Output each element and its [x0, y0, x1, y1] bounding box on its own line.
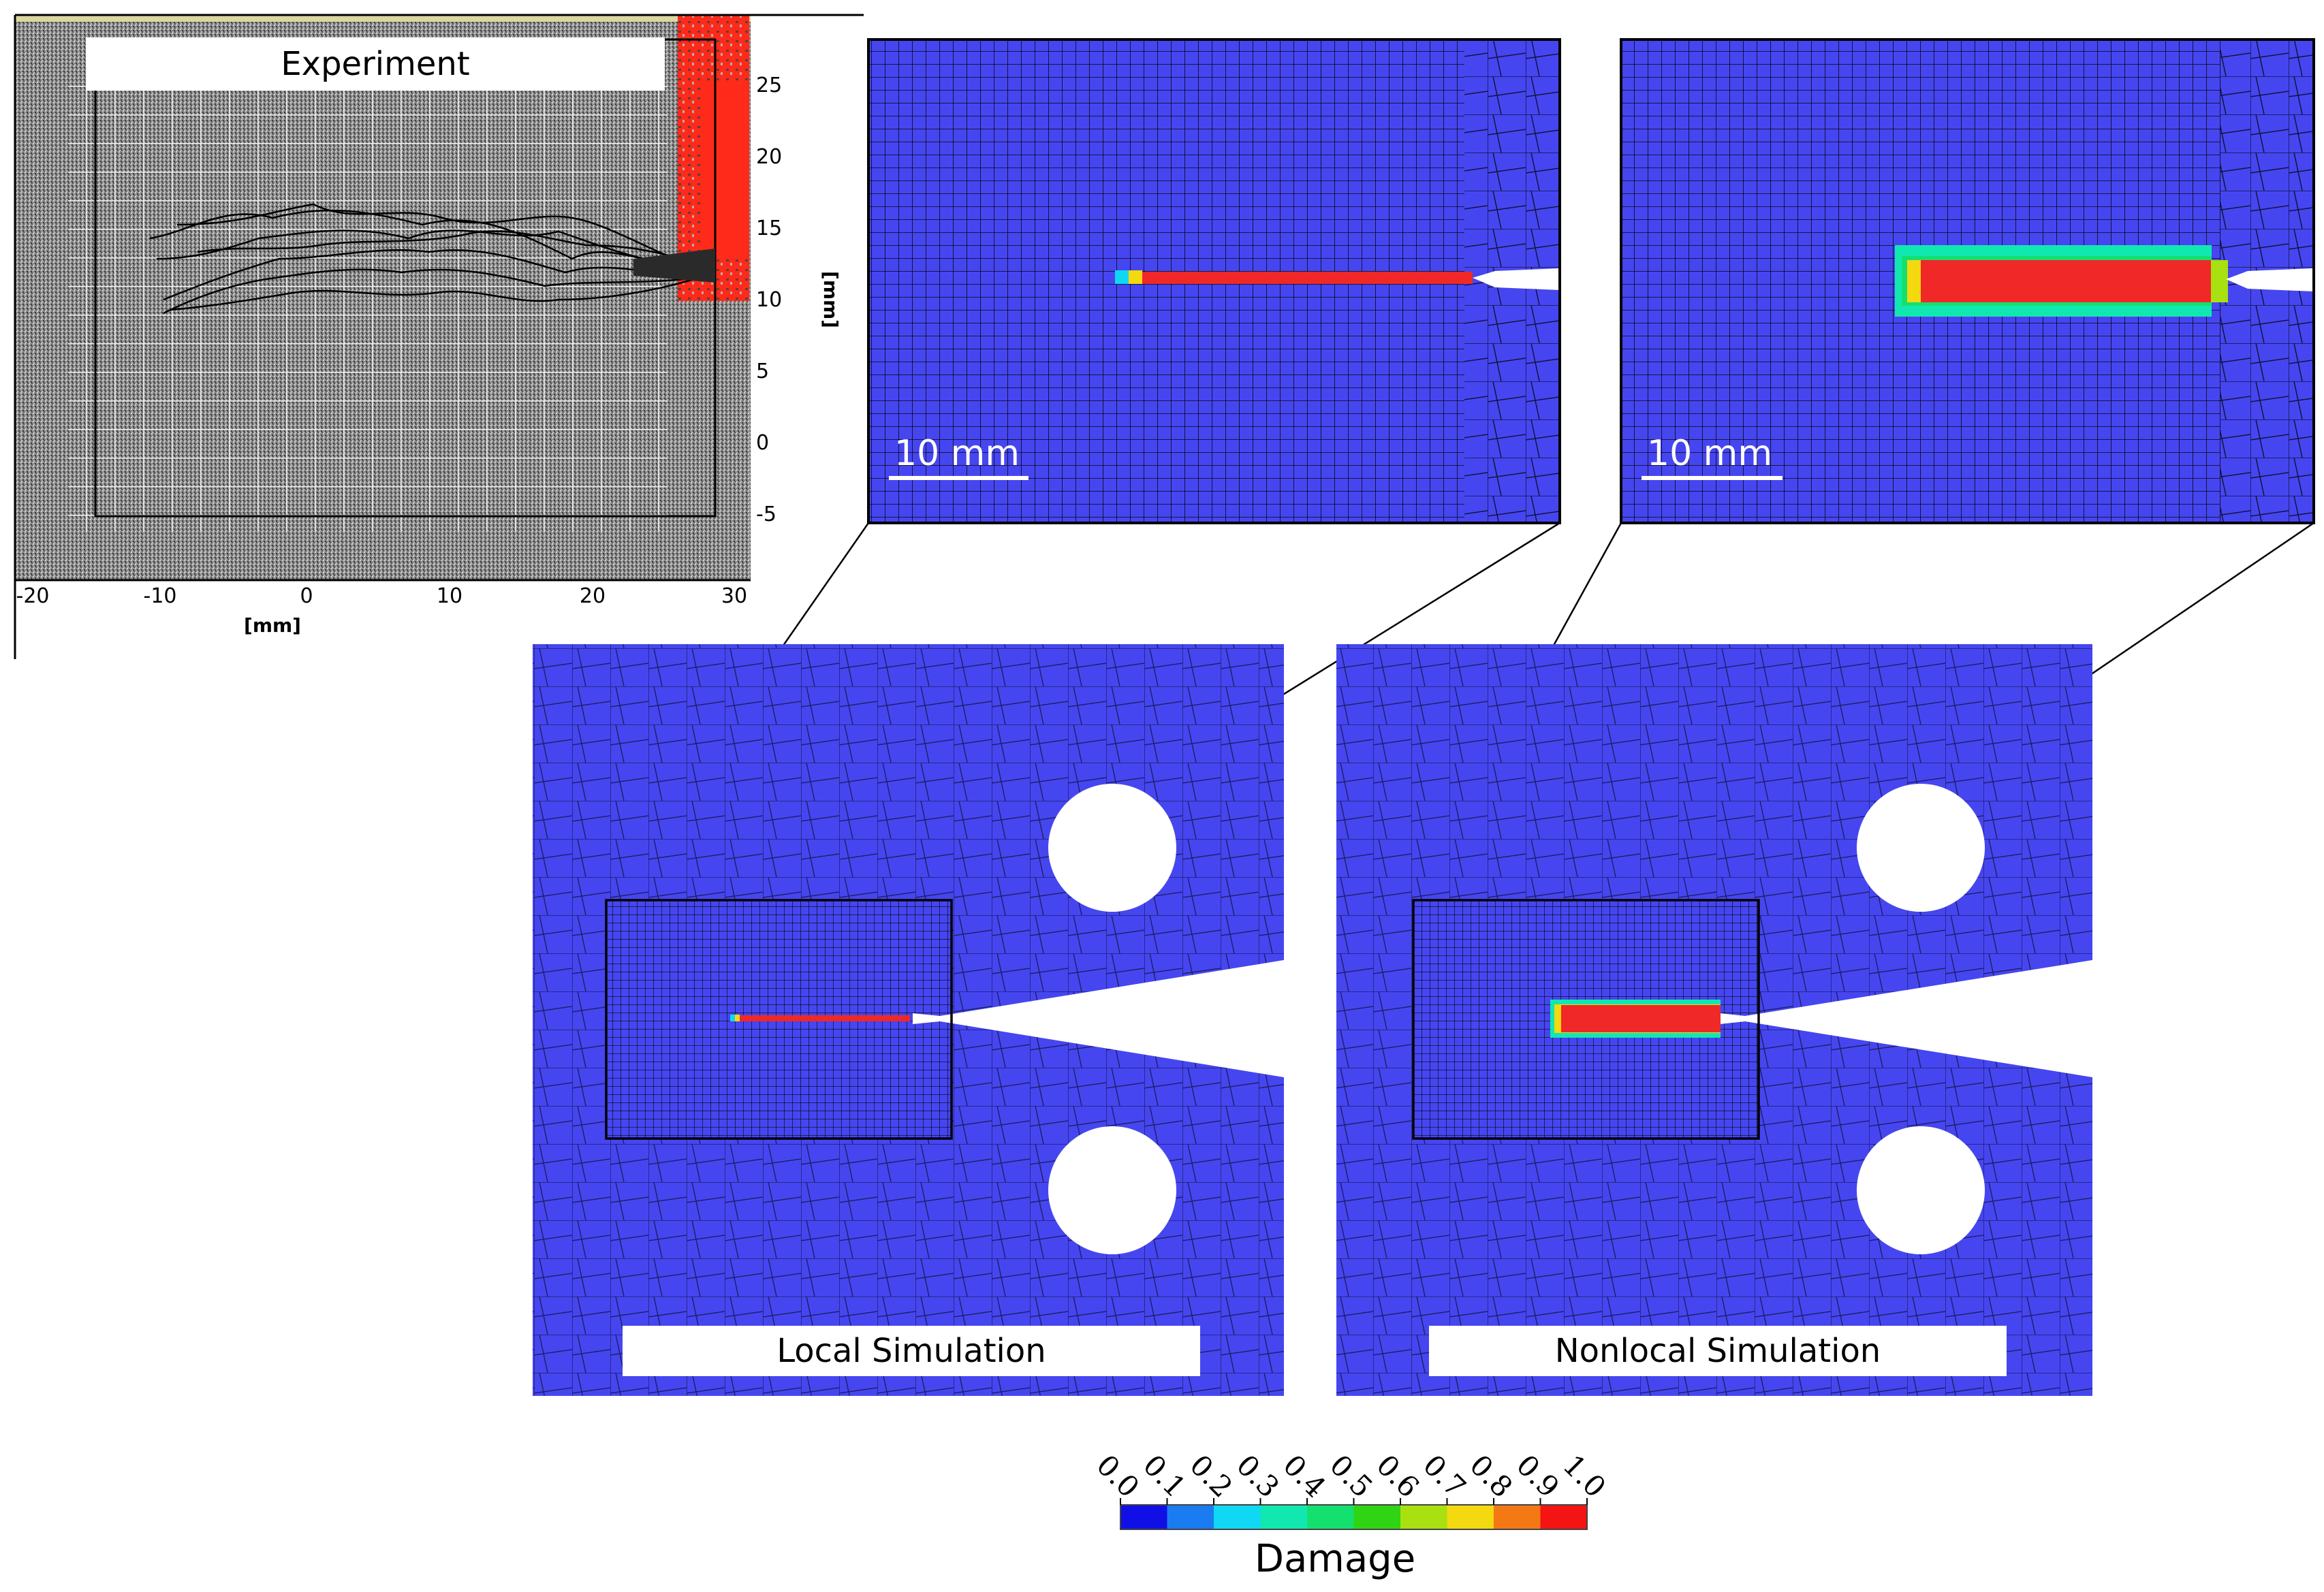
- x-tick: -20: [16, 584, 50, 608]
- local-crack-full: [740, 1015, 910, 1021]
- y-tick: -5: [756, 503, 776, 526]
- colorbar-tick-label: 0.4: [1276, 1448, 1332, 1504]
- experiment-y-unit: [mm]: [819, 271, 842, 328]
- nonlocal-upper-hole: [1857, 784, 1985, 912]
- local-simulation-panel: Local Simulation: [533, 644, 1284, 1396]
- colorbar-segment: [1307, 1505, 1354, 1529]
- colorbar-tick-label: 1.0: [1556, 1448, 1612, 1504]
- nonlocal-title-box: [1429, 1326, 2007, 1376]
- experiment-y-ticks: 25 20 15 10 5 0 -5: [756, 74, 782, 526]
- nonlocal-lower-hole: [1857, 1126, 1985, 1254]
- colorbar-tick-label: 0.8: [1463, 1448, 1519, 1504]
- y-tick: 5: [756, 360, 769, 383]
- zoom-local-panel: 10 mm: [867, 38, 1561, 524]
- damage-colorbar: 0.00.10.20.30.40.50.60.70.80.91.0: [1090, 1448, 1612, 1530]
- colorbar-segment: [1214, 1505, 1261, 1529]
- experiment-panel: Experiment -20 -10 0 10 20 30 [mm] 25 20…: [14, 14, 864, 659]
- y-tick: 10: [756, 288, 782, 312]
- local-notch: [1473, 268, 1560, 290]
- colorbar-segment: [1353, 1505, 1401, 1529]
- experiment-title: Experiment: [281, 45, 469, 83]
- x-tick: -10: [144, 584, 177, 608]
- nonlocal-simulation-panel: Nonlocal Simulation: [1336, 644, 2092, 1396]
- experimental-crack-paths: [149, 203, 712, 315]
- nonlocal-damage-band-core: [1561, 1005, 1721, 1032]
- local-crack-tip-cyan: [730, 1015, 735, 1021]
- colorbar-tick-label: 0.5: [1323, 1448, 1379, 1504]
- colorbar-segment: [1447, 1505, 1494, 1529]
- local-title: Local Simulation: [776, 1332, 1046, 1370]
- nonlocal-notch: [2226, 268, 2314, 291]
- y-tick: 20: [756, 145, 782, 169]
- y-tick: 0: [756, 431, 769, 455]
- colorbar-tick-label: 0.1: [1137, 1448, 1193, 1504]
- local-zoom-frame: [605, 899, 953, 1140]
- experiment-notch: [633, 249, 715, 283]
- experiment-x-unit: [mm]: [244, 614, 301, 637]
- colorbar-tick-label: 0.7: [1417, 1448, 1473, 1504]
- dic-grid: [68, 75, 668, 531]
- colorbar-tick-label: 0.9: [1510, 1448, 1566, 1504]
- local-lower-hole: [1048, 1126, 1176, 1254]
- nonlocal-damage-core: [1921, 260, 2225, 302]
- y-tick: 15: [756, 217, 782, 240]
- local-crack-cell-blue: [1115, 270, 1129, 284]
- local-crack: [1142, 272, 1473, 284]
- local-crack-cell-yellow: [1129, 270, 1142, 284]
- colorbar-segment: [1494, 1505, 1541, 1529]
- local-upper-hole: [1048, 784, 1176, 912]
- x-tick: 20: [580, 584, 606, 608]
- y-tick: 25: [756, 74, 782, 97]
- nonlocal-zoom-frame: [1412, 899, 1760, 1140]
- colorbar-tick-label: 0.3: [1230, 1448, 1286, 1504]
- zoom-nonlocal-panel: 10 mm: [1620, 38, 2315, 524]
- x-tick: 0: [300, 584, 313, 608]
- colorbar-tick-label: 0.2: [1183, 1448, 1239, 1504]
- local-scale-label: 10 mm: [894, 433, 1020, 474]
- experiment-title-box: [86, 37, 665, 91]
- colorbar-tick-label: 0.0: [1090, 1448, 1146, 1504]
- local-title-box: [623, 1326, 1200, 1376]
- colorbar-segment: [1167, 1505, 1214, 1529]
- colorbar-title: Damage: [1255, 1537, 1415, 1581]
- colorbar-segment: [1540, 1505, 1588, 1529]
- colorbar-segment: [1260, 1505, 1308, 1529]
- x-tick: 10: [437, 584, 462, 608]
- x-tick: 30: [721, 584, 747, 608]
- colorbar-segment: [1400, 1505, 1447, 1529]
- nonlocal-title: Nonlocal Simulation: [1555, 1332, 1881, 1370]
- colorbar-tick-label: 0.6: [1370, 1448, 1426, 1504]
- nonlocal-scale-label: 10 mm: [1647, 433, 1772, 474]
- experiment-x-ticks: -20 -10 0 10 20 30: [16, 584, 748, 608]
- colorbar-segment: [1120, 1505, 1167, 1529]
